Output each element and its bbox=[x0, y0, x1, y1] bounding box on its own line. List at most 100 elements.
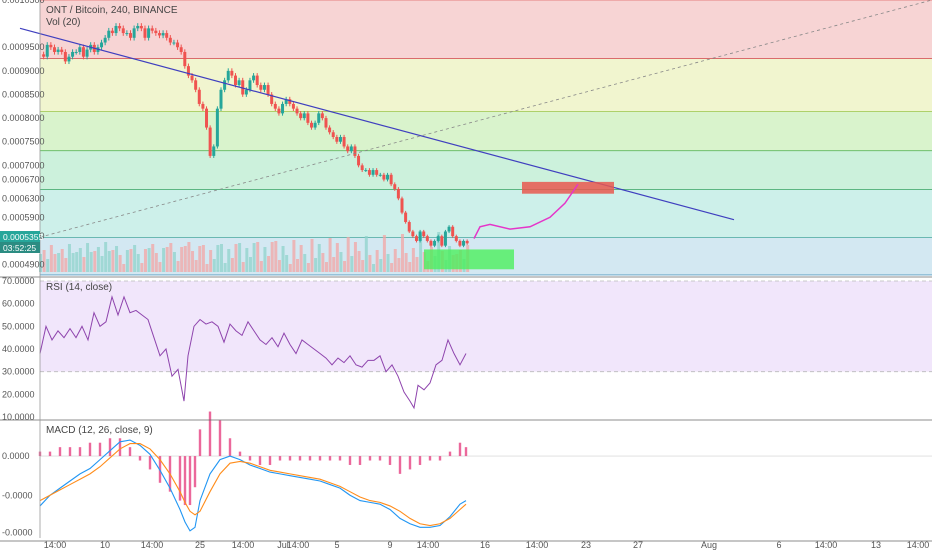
volume-bar bbox=[397, 258, 401, 272]
volume-bar bbox=[408, 262, 412, 272]
macd-histogram-bar bbox=[258, 456, 262, 465]
candle-body bbox=[244, 89, 248, 95]
volume-bar bbox=[46, 259, 50, 272]
volume-bar bbox=[241, 262, 245, 272]
x-tick-label: 14:00 bbox=[232, 540, 255, 550]
volume-bar bbox=[404, 253, 408, 272]
candle-body bbox=[67, 56, 71, 62]
candle-body bbox=[299, 113, 303, 119]
candle-body bbox=[110, 30, 114, 34]
volume-bar bbox=[314, 258, 318, 272]
candle-body bbox=[386, 174, 390, 180]
candle-body bbox=[447, 226, 451, 232]
candle-body bbox=[273, 103, 277, 109]
x-tick-label: 14:00 bbox=[141, 540, 164, 550]
candle-body bbox=[404, 212, 408, 223]
macd-histogram-bar bbox=[438, 456, 442, 461]
candle-body bbox=[414, 236, 418, 241]
candle-body bbox=[266, 85, 270, 95]
countdown-text: 03:52:25 bbox=[3, 243, 36, 253]
y-tick-label: 70.0000 bbox=[2, 276, 35, 286]
volume-bar bbox=[321, 253, 325, 272]
candle-body bbox=[328, 127, 332, 133]
candle-body bbox=[425, 236, 429, 241]
volume-bar bbox=[198, 246, 202, 272]
candle-body bbox=[143, 28, 147, 38]
candle-body bbox=[317, 113, 321, 123]
volume-bar bbox=[401, 234, 404, 272]
candle-body bbox=[335, 137, 339, 142]
candle-body bbox=[465, 240, 469, 244]
candle-body bbox=[74, 51, 78, 53]
macd-histogram-bar bbox=[278, 456, 282, 461]
volume-bar bbox=[227, 249, 231, 272]
volume-bar bbox=[382, 235, 386, 272]
volume-bar bbox=[248, 257, 252, 272]
macd-histogram-bar bbox=[183, 456, 187, 506]
volume-bar bbox=[39, 254, 42, 272]
volume-bar bbox=[60, 249, 64, 272]
candle-body bbox=[147, 28, 151, 38]
candle-body bbox=[60, 49, 64, 52]
volume-bar bbox=[183, 246, 187, 272]
candle-body bbox=[451, 226, 455, 237]
x-tick-label: 13 bbox=[871, 540, 881, 550]
volume-bar bbox=[75, 252, 79, 272]
candle-body bbox=[422, 231, 426, 237]
volume-bar bbox=[191, 251, 195, 272]
volume-bar bbox=[205, 264, 209, 272]
y-tick-label: 0.0005900 bbox=[2, 212, 45, 222]
candle-body bbox=[49, 44, 53, 48]
candle-body bbox=[241, 80, 245, 95]
candle-body bbox=[252, 75, 256, 81]
candle-body bbox=[338, 137, 342, 142]
candle-body bbox=[205, 108, 209, 128]
fib-zone bbox=[40, 189, 932, 238]
macd-histogram-bar bbox=[368, 456, 372, 461]
candle-body bbox=[63, 51, 67, 62]
macd-histogram-bar bbox=[358, 456, 362, 465]
rsi-band bbox=[40, 281, 932, 372]
volume-bar bbox=[238, 243, 242, 272]
volume-bar bbox=[93, 251, 97, 272]
x-tick-label: 23 bbox=[581, 540, 591, 550]
candle-body bbox=[284, 99, 288, 104]
volume-bar bbox=[379, 259, 383, 272]
macd-title: MACD (12, 26, close, 9) bbox=[46, 425, 153, 436]
candle-body bbox=[396, 188, 400, 199]
volume-bar bbox=[201, 245, 205, 272]
candle-body bbox=[331, 132, 335, 137]
volume-bar bbox=[393, 249, 397, 272]
candle-body bbox=[132, 28, 136, 38]
volume-bar bbox=[274, 241, 278, 272]
candle-body bbox=[291, 103, 295, 109]
candle-body bbox=[313, 122, 317, 128]
volume-bar bbox=[53, 254, 57, 272]
candle-body bbox=[418, 231, 422, 241]
candle-body bbox=[367, 170, 371, 175]
candle-body bbox=[179, 47, 183, 52]
volume-bar bbox=[328, 238, 332, 272]
candle-body bbox=[81, 47, 85, 57]
candle-body bbox=[440, 236, 444, 246]
chart-title: ONT / Bitcoin, 240, BINANCE bbox=[46, 5, 178, 16]
candle-body bbox=[165, 33, 169, 38]
x-tick-label: 16 bbox=[480, 540, 490, 550]
volume-bar bbox=[86, 243, 90, 272]
candle-body bbox=[407, 222, 411, 232]
volume-bar bbox=[419, 233, 423, 272]
candle-body bbox=[56, 49, 60, 52]
candle-body bbox=[288, 99, 292, 104]
candle-body bbox=[310, 122, 313, 128]
rsi-title: RSI (14, close) bbox=[46, 282, 112, 293]
candle-body bbox=[320, 113, 324, 119]
volume-bar bbox=[67, 244, 71, 272]
volume-bar bbox=[368, 255, 372, 272]
volume-bar bbox=[296, 259, 300, 272]
macd-histogram-bar bbox=[348, 456, 352, 465]
volume-bar bbox=[343, 261, 347, 272]
volume-bar bbox=[415, 257, 419, 272]
macd-histogram-bar bbox=[308, 456, 312, 461]
y-tick-label: 0.0007500 bbox=[2, 137, 45, 147]
volume-bar bbox=[176, 261, 180, 272]
